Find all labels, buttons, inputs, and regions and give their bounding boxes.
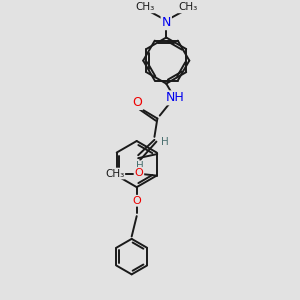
Text: O: O (132, 96, 142, 109)
Text: CH₃: CH₃ (178, 2, 197, 12)
Text: NH: NH (166, 91, 184, 104)
Text: CH₃: CH₃ (105, 169, 124, 178)
Text: O: O (132, 196, 141, 206)
Text: H: H (161, 137, 169, 147)
Text: O: O (135, 168, 143, 178)
Text: H: H (136, 161, 143, 171)
Text: CH₃: CH₃ (135, 2, 154, 12)
Text: N: N (162, 16, 171, 29)
